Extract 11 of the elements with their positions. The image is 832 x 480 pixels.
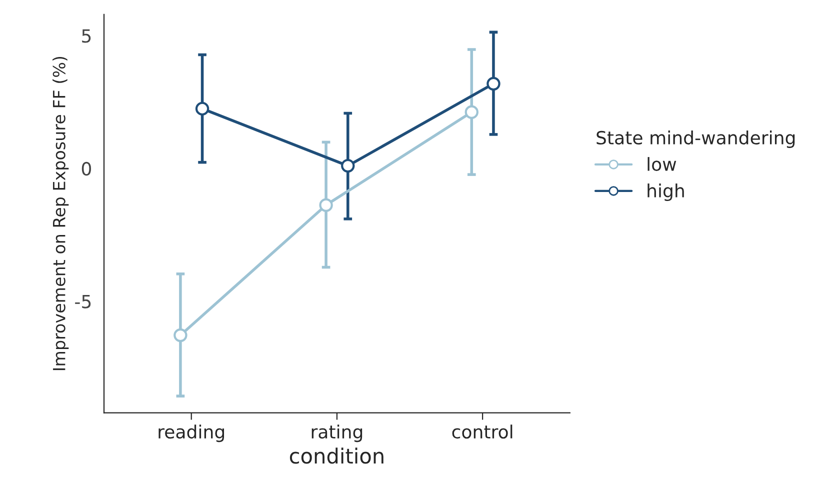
legend-title: State mind-wandering xyxy=(596,130,795,148)
x-tick-label: control xyxy=(452,424,512,439)
x-tick-label: rating xyxy=(312,424,362,442)
y-tick-label: 5 xyxy=(82,29,91,43)
y-axis-title: Improvement on Rep Exposure FF (%) xyxy=(52,56,69,370)
legend-label: high xyxy=(648,184,684,202)
y-tick-label: -5 xyxy=(75,294,91,308)
x-axis-title: condition xyxy=(290,448,384,464)
y-tick-label: 0 xyxy=(82,162,91,176)
legend-label: low xyxy=(648,157,676,172)
x-tick-label: reading xyxy=(158,424,224,442)
